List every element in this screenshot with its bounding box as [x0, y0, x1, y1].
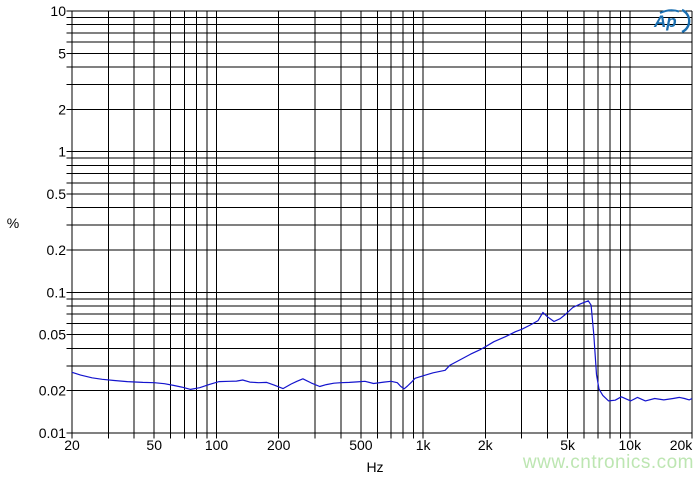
x-tick-label: 500 [349, 437, 373, 453]
x-tick-label: 200 [267, 437, 291, 453]
logo-swirl-icon [659, 9, 680, 14]
x-tick-label: 50 [146, 437, 162, 453]
audio-precision-logo: Ap [653, 8, 691, 34]
series-thd-curve [71, 300, 693, 402]
logo-text: Ap [653, 12, 677, 31]
y-tick-label: 0.01 [39, 425, 66, 441]
x-tick-label: 10k [619, 437, 643, 453]
y-tick-label: 0.02 [39, 383, 66, 399]
y-tick-label: 0.5 [47, 186, 67, 202]
x-tick-label: 20 [64, 437, 80, 453]
x-tick-label: 100 [205, 437, 229, 453]
logo-paren-icon [681, 8, 691, 34]
watermark-text: www.cntronics.com [522, 452, 694, 473]
y-tick-label: 0.2 [47, 242, 67, 258]
y-tick-label: 10 [50, 3, 66, 19]
x-tick-label: 5k [560, 437, 576, 453]
x-tick-label: 2k [478, 437, 494, 453]
y-tick-label: 0.05 [39, 327, 66, 343]
y-axis-unit-label: % [6, 215, 20, 231]
x-tick-label: 20k [670, 437, 694, 453]
x-tick-label: 1k [416, 437, 432, 453]
y-tick-label: 5 [58, 45, 66, 61]
y-tick-label: 0.1 [47, 284, 67, 300]
x-axis-unit-label: Hz [366, 459, 384, 475]
y-tick-label: 1 [58, 144, 66, 160]
y-tick-label: 2 [58, 101, 66, 117]
